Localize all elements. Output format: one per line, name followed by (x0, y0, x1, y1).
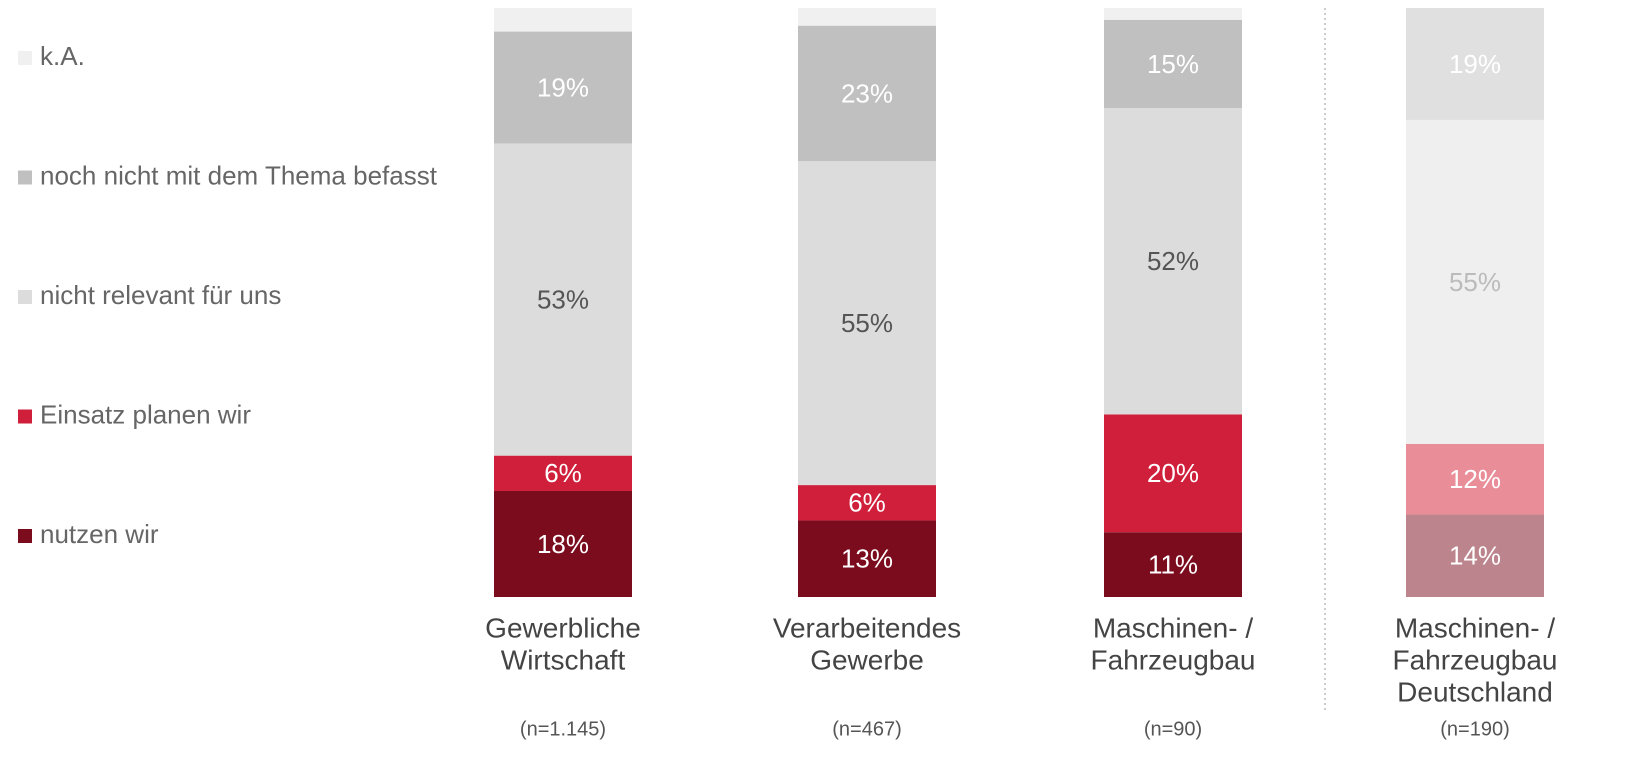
value-label: 18% (537, 529, 589, 559)
value-label: 14% (1449, 541, 1501, 571)
legend-label: nutzen wir (40, 519, 159, 549)
value-label: 20% (1147, 458, 1199, 488)
legend-swatch (18, 409, 32, 424)
sample-size: (n=467) (832, 718, 902, 740)
legend-swatch (18, 290, 32, 304)
legend-label: nicht relevant für uns (40, 280, 281, 310)
bar-segment (1406, 8, 1544, 120)
bar-segment (1104, 8, 1242, 20)
legend-swatch (18, 170, 32, 185)
bar-segment (494, 31, 632, 144)
category-label: Gewerbliche (485, 612, 641, 643)
category-label: Deutschland (1397, 676, 1553, 707)
bar-segment (1104, 414, 1242, 533)
bar-segment (798, 25, 936, 162)
category-label: Wirtschaft (501, 644, 626, 675)
bar-segment (1406, 119, 1544, 444)
value-label: 13% (841, 544, 893, 574)
bar-segment (798, 161, 936, 486)
category-label: Maschinen- / (1093, 612, 1254, 643)
value-label: 15% (1147, 49, 1199, 79)
bar-segment (798, 8, 936, 26)
value-label: 6% (848, 488, 886, 518)
value-label: 52% (1147, 246, 1199, 276)
value-label: 53% (537, 284, 589, 314)
value-label: 6% (544, 458, 582, 488)
bar-segment (494, 8, 632, 32)
legend-label: k.A. (40, 41, 85, 71)
sample-size: (n=190) (1440, 718, 1510, 740)
bar-segment (494, 490, 632, 597)
category-label: Maschinen- / (1395, 612, 1556, 643)
value-label: 19% (1449, 49, 1501, 79)
legend-label: Einsatz planen wir (40, 399, 251, 429)
value-label: 19% (537, 72, 589, 102)
category-label: Fahrzeugbau (1392, 644, 1557, 675)
value-label: 23% (841, 78, 893, 108)
value-label: 12% (1449, 464, 1501, 494)
bar-segment (1104, 19, 1242, 109)
category-label: Fahrzeugbau (1090, 644, 1255, 675)
value-label: 11% (1148, 549, 1198, 579)
legend-label: noch nicht mit dem Thema befasst (40, 160, 438, 190)
bar-segment (798, 485, 936, 521)
value-label: 55% (841, 308, 893, 338)
bar-segment (1104, 108, 1242, 415)
sample-size: (n=90) (1144, 718, 1202, 740)
bar-segment (1406, 514, 1544, 597)
bar-segment (494, 455, 632, 491)
bar-segment (1104, 532, 1242, 597)
category-label: Verarbeitendes (773, 612, 961, 643)
bar-segment (1406, 443, 1544, 515)
value-label: 55% (1449, 267, 1501, 297)
legend-swatch (18, 51, 32, 65)
bar-segment (798, 520, 936, 597)
sample-size: (n=1.145) (520, 718, 606, 740)
category-label: Gewerbe (810, 644, 924, 675)
bar-segment (494, 143, 632, 456)
legend-swatch (18, 529, 32, 543)
